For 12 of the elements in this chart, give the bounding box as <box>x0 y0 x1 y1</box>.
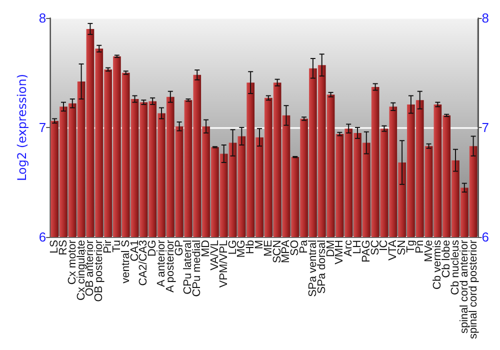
y-tick-label: 8 <box>38 10 46 26</box>
x-tick-label: SPa dorsal <box>316 240 328 294</box>
y-tick-label: 7 <box>38 120 46 135</box>
x-tick-label: Tg <box>404 240 417 253</box>
y-axis-title: Log2 (expression) <box>15 74 29 181</box>
y2-tick-label: 6 <box>482 229 490 244</box>
x-tick-label: OB posterior <box>93 240 106 302</box>
x-tick-label: RS <box>57 240 70 256</box>
y-tick-label: 6 <box>38 229 46 244</box>
x-tick-label: M <box>253 240 266 250</box>
y2-tick-label: 7 <box>482 120 490 135</box>
y2-tick-label: 8 <box>482 10 490 26</box>
